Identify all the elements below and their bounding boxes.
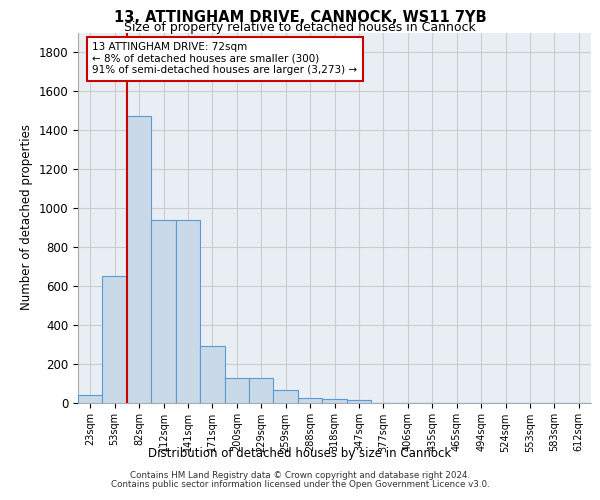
Bar [347,400,371,402]
Text: 13, ATTINGHAM DRIVE, CANNOCK, WS11 7YB: 13, ATTINGHAM DRIVE, CANNOCK, WS11 7YB [113,10,487,25]
Bar [322,398,347,402]
Bar [249,378,274,402]
Text: Distribution of detached houses by size in Cannock: Distribution of detached houses by size … [148,447,452,460]
Bar [274,390,298,402]
Bar [103,276,127,402]
Bar [127,116,151,403]
Bar [224,378,249,402]
Text: 13 ATTINGHAM DRIVE: 72sqm
← 8% of detached houses are smaller (300)
91% of semi-: 13 ATTINGHAM DRIVE: 72sqm ← 8% of detach… [92,42,357,76]
Bar [200,346,224,403]
Bar [151,220,176,402]
Text: Contains public sector information licensed under the Open Government Licence v3: Contains public sector information licen… [110,480,490,489]
Bar [298,398,322,402]
Bar [176,220,200,402]
Y-axis label: Number of detached properties: Number of detached properties [20,124,33,310]
Text: Size of property relative to detached houses in Cannock: Size of property relative to detached ho… [124,22,476,35]
Text: Contains HM Land Registry data © Crown copyright and database right 2024.: Contains HM Land Registry data © Crown c… [130,471,470,480]
Bar [78,395,103,402]
